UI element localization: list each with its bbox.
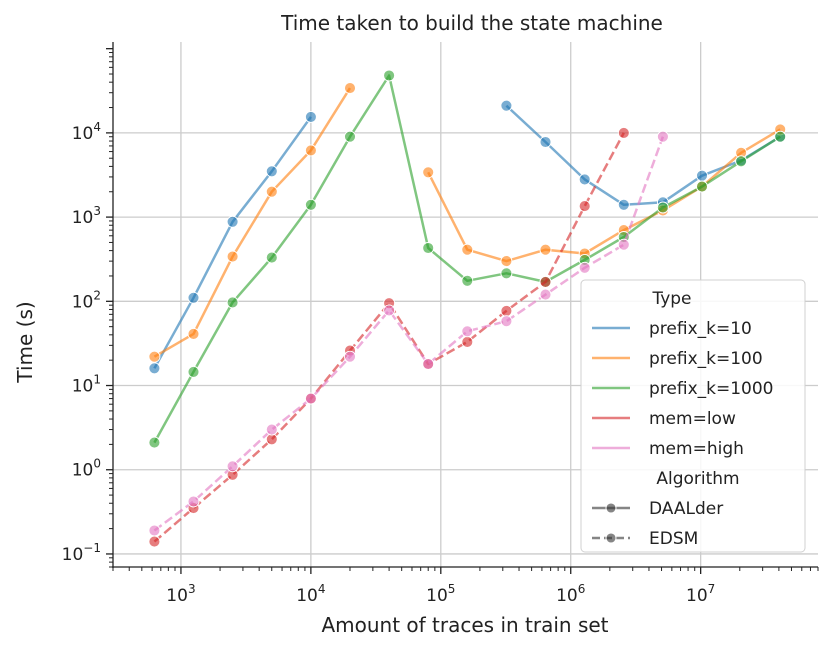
x-tick-label-4: 107: [686, 582, 715, 606]
legend-label-4: mem=high: [649, 439, 744, 459]
data-point-4-0-13: [656, 130, 669, 143]
data-point-2-0-15: [735, 155, 748, 168]
data-point-4-0-5: [344, 350, 356, 363]
data-point-2-0-13: [656, 201, 669, 214]
series-2: [148, 69, 787, 449]
data-point-3-0-12: [617, 126, 630, 139]
y-tick-label-3: 102: [72, 288, 101, 312]
series-line-0-0: [153, 116, 312, 369]
chart-title: Time taken to build the state machine: [280, 11, 663, 35]
data-point-4-0-1: [187, 495, 200, 508]
data-point-0-0-2: [226, 215, 239, 228]
data-point-4-0-9: [500, 315, 513, 328]
series-line-1-1: [427, 128, 781, 263]
series-line-3-0: [153, 132, 625, 543]
y-axis-label: Time (s): [13, 301, 37, 383]
data-point-2-0-7: [422, 242, 435, 254]
legend-algorithm-marker-1: [605, 532, 617, 544]
data-point-2-0-8: [461, 274, 474, 287]
series-layer: [148, 69, 787, 548]
series-3: [148, 126, 630, 548]
data-point-4-0-7: [422, 358, 435, 370]
data-point-3-0-0: [148, 535, 161, 548]
data-point-1-0-3: [265, 185, 278, 198]
series-4: [148, 130, 669, 537]
x-axis-label: Amount of traces in train set: [321, 613, 608, 637]
data-point-0-0-0: [148, 362, 161, 375]
data-point-3-0-9: [500, 304, 513, 317]
x-tick-label-3: 106: [556, 582, 585, 606]
data-point-4-0-10: [539, 288, 552, 301]
data-point-1-0-5: [344, 82, 356, 95]
legend-label-3: mem=low: [649, 409, 736, 429]
x-tick-label-0: 103: [166, 582, 195, 606]
legend-algorithm-marker-0: [605, 502, 617, 514]
legend-title-type: Type: [651, 289, 691, 309]
data-point-2-0-14: [696, 180, 708, 193]
data-point-3-0-8: [461, 335, 474, 348]
axes-layer: 103 104 105 106 107 10−1 100 101 102 103 104: [62, 42, 819, 606]
data-point-1-0-0: [148, 350, 161, 363]
data-point-2-0-4: [304, 198, 317, 211]
data-point-2-0-9: [500, 267, 513, 280]
data-point-1-1-0: [422, 166, 435, 179]
data-point-2-0-16: [774, 130, 787, 143]
y-tick-label-4: 103: [72, 204, 101, 228]
y-tick-label-5: 104: [72, 120, 101, 144]
data-point-0-1-5: [696, 169, 708, 182]
data-point-0-1-1: [539, 136, 552, 148]
y-tick-label-2: 101: [72, 373, 101, 397]
series-line-4-0: [153, 136, 665, 532]
series-line-0-1: [505, 104, 781, 207]
data-point-1-0-1: [187, 327, 200, 340]
data-point-4-0-8: [461, 325, 474, 338]
data-point-4-0-2: [226, 460, 239, 473]
series-1: [148, 82, 787, 363]
data-point-3-0-11: [578, 200, 591, 213]
data-point-1-1-3: [539, 243, 552, 256]
data-point-2-0-3: [265, 251, 278, 264]
data-point-1-0-4: [304, 144, 317, 157]
legend-algorithm-label-0: DAALder: [649, 499, 723, 519]
data-point-0-1-3: [617, 198, 630, 211]
data-point-4-0-6: [383, 304, 396, 317]
legend: Type prefix_k=10 prefix_k=100 prefix_k=1000…: [580, 279, 806, 553]
data-point-1-1-2: [500, 255, 513, 268]
data-point-4-0-4: [304, 392, 317, 405]
data-point-4-0-0: [148, 524, 161, 537]
data-point-0-0-3: [265, 165, 278, 178]
data-point-0-0-4: [304, 110, 317, 123]
data-point-2-0-5: [344, 130, 356, 143]
legend-box: [580, 279, 806, 553]
data-point-2-0-6: [383, 69, 396, 82]
series-line-1-0: [153, 87, 352, 358]
data-point-3-0-10: [539, 275, 552, 288]
y-tick-label-0: 10−1: [62, 541, 101, 565]
data-point-4-0-12: [617, 238, 630, 251]
data-point-4-0-11: [578, 261, 591, 274]
data-point-2-0-2: [226, 296, 239, 309]
data-point-2-0-1: [187, 365, 200, 378]
data-point-0-1-0: [500, 99, 513, 112]
data-point-0-1-2: [578, 173, 591, 186]
legend-title-algorithm: Algorithm: [656, 469, 739, 489]
data-point-1-1-1: [461, 243, 474, 256]
data-point-4-0-3: [265, 423, 278, 436]
x-tick-label-2: 105: [426, 582, 455, 606]
y-tick-label-1: 100: [72, 457, 101, 481]
legend-label-2: prefix_k=1000: [649, 379, 774, 399]
legend-label-0: prefix_k=10: [649, 319, 752, 339]
data-point-1-0-2: [226, 250, 239, 263]
legend-label-1: prefix_k=100: [649, 349, 763, 369]
legend-algorithm-label-1: EDSM: [649, 529, 698, 549]
data-point-2-0-0: [148, 436, 161, 449]
data-point-0-0-1: [187, 291, 200, 304]
x-tick-label-1: 104: [296, 582, 325, 606]
